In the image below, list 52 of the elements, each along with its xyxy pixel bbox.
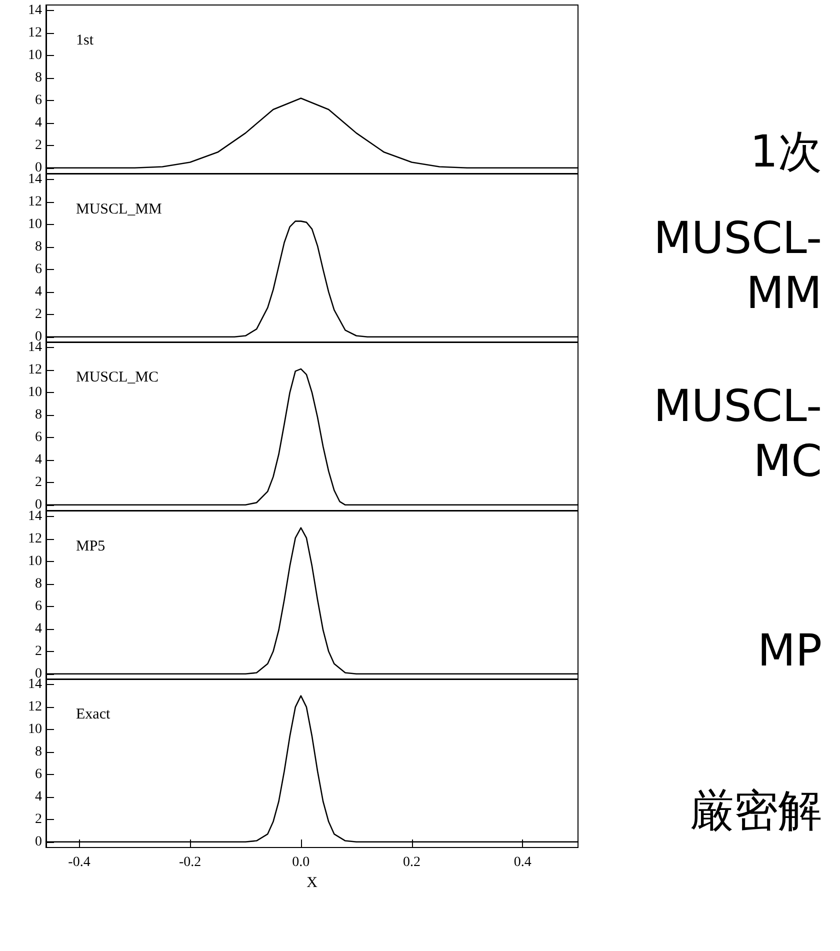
text: MUSCL-MM <box>652 212 822 320</box>
y-tick-label: 6 <box>35 261 42 276</box>
y-tick-label: 10 <box>28 216 42 232</box>
y-tick-label: 6 <box>35 430 42 445</box>
y-tick-label: 14 <box>28 3 42 18</box>
y-tick-label: 2 <box>35 306 42 322</box>
annotation: MP5 <box>76 538 106 554</box>
y-tick-label: 8 <box>35 239 42 254</box>
y-tick-label: 6 <box>35 598 42 614</box>
y-tick-label: 12 <box>28 700 42 715</box>
y-tick-label: 4 <box>35 115 42 130</box>
x-tick-label: -0.4 <box>68 855 90 870</box>
x-axis-title: X <box>306 875 318 891</box>
y-tick-label: 2 <box>35 474 42 490</box>
y-tick-label: 2 <box>35 812 42 827</box>
y-tick-label: 8 <box>35 70 42 86</box>
text: 1次 <box>749 126 822 180</box>
x-tick-label: 0.2 <box>403 855 420 870</box>
y-tick-label: 2 <box>35 643 42 658</box>
annotation: 1st <box>76 32 94 48</box>
y-tick-label: 8 <box>35 576 42 592</box>
y-tick-label: 10 <box>28 722 42 738</box>
y-tick-label: 12 <box>28 26 42 41</box>
text: MUSCL-MC <box>652 380 822 489</box>
y-tick-label: 6 <box>35 92 42 108</box>
y-tick-label: 14 <box>28 340 42 356</box>
y-tick-label: 4 <box>35 620 42 636</box>
x-tick-label: -0.2 <box>178 855 202 870</box>
y-tick-label: 12 <box>28 362 42 378</box>
text: 厳密解 <box>689 784 822 838</box>
x-tick-label: 0.4 <box>514 855 532 870</box>
y-tick-label: 12 <box>28 531 42 546</box>
annotation: Exact <box>76 706 111 722</box>
y-tick-label: 4 <box>35 789 42 804</box>
y-tick-label: 14 <box>28 172 42 187</box>
x-tick-label: 0.0 <box>292 855 310 870</box>
y-tick-label: 2 <box>35 138 42 153</box>
annotation: MUSCL_MC <box>76 370 159 386</box>
y-tick-label: 8 <box>35 408 42 423</box>
y-tick-label: 4 <box>35 284 42 299</box>
y-tick-label: 14 <box>28 677 42 692</box>
y-tick-label: 10 <box>28 385 42 400</box>
y-tick-label: 6 <box>35 766 42 782</box>
text: MP <box>756 624 822 678</box>
y-tick-label: 10 <box>28 48 42 64</box>
y-tick-label: 8 <box>35 744 42 760</box>
y-tick-label: 10 <box>28 554 42 569</box>
annotation: MUSCL_MM <box>76 201 162 217</box>
y-tick-label: 4 <box>35 452 42 468</box>
y-tick-label: 14 <box>28 508 42 524</box>
y-tick-label: 0 <box>35 834 42 850</box>
y-tick-label: 12 <box>28 194 42 210</box>
